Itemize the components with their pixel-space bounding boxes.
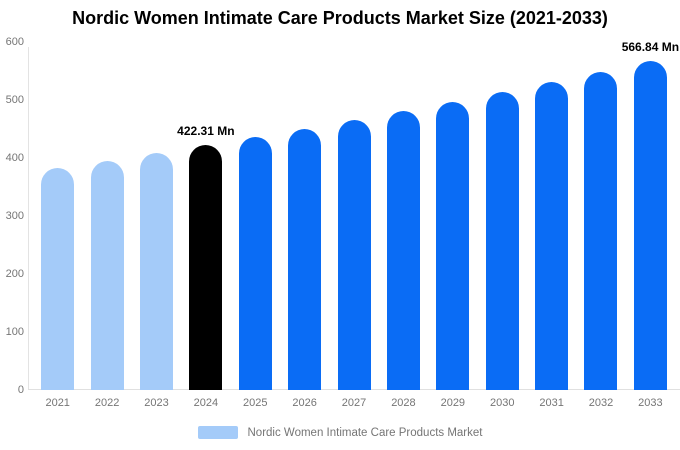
x-tick-2032: 2032 [588,397,614,409]
x-tick-2022: 2022 [94,397,120,409]
bar-slot-2032 [576,42,625,390]
bar-2029 [436,101,470,390]
bar-slot-2022 [82,42,131,390]
bar-2026 [288,128,322,390]
x-tick-2024: 2024 [193,397,219,409]
bar-slot-2024: 422.31 Mn [177,42,235,390]
bar-2027 [337,119,371,390]
y-tick-500: 500 [5,94,24,106]
legend-label: Nordic Women Intimate Care Products Mark… [247,426,483,439]
x-tick-2023: 2023 [144,397,169,409]
y-tick-0: 0 [17,384,24,396]
bar-2022 [90,160,124,390]
bar-2021 [41,168,75,390]
bar-2032 [584,71,618,390]
bar-slot-2033: 566.84 Mn [622,40,679,390]
x-tick-2021: 2021 [45,397,70,409]
bar-slot-2021 [33,42,82,390]
bar-slot-2027 [329,42,378,390]
x-tick-2027: 2027 [341,397,367,409]
y-tick-600: 600 [5,36,24,48]
plot-area: 0 100 200 300 400 500 600 422.31 Mn 566.84 Mn [0,36,680,396]
bar-slot-2030 [478,42,527,390]
bars-container: 422.31 Mn 566.84 Mn [33,40,679,390]
bar-2028 [386,110,420,390]
y-axis-line [28,47,29,390]
y-tick-200: 200 [5,268,24,280]
x-tick-2029: 2029 [440,397,466,409]
bar-slot-2026 [280,42,329,390]
bar-2025 [238,136,272,390]
x-tick-2030: 2030 [489,397,515,409]
legend-swatch [197,426,238,439]
data-label-2033: 566.84 Mn [621,40,680,55]
legend: Nordic Women Intimate Care Products Mark… [0,426,680,439]
bar-2023 [139,152,173,390]
y-tick-100: 100 [5,326,24,338]
x-tick-2028: 2028 [391,397,416,409]
bar-slot-2025 [231,42,280,390]
bar-2033 [633,61,667,390]
bar-slot-2029 [428,42,477,390]
chart-title: Nordic Women Intimate Care Products Mark… [72,8,608,28]
bar-2031 [535,82,569,390]
bar-2030 [485,92,519,390]
bar-slot-2023 [132,42,181,390]
bar-2024 [189,145,223,390]
x-tick-2031: 2031 [539,397,564,409]
bar-slot-2028 [379,42,428,390]
data-label-2024: 422.31 Mn [177,124,235,139]
bar-slot-2031 [527,42,576,390]
y-tick-300: 300 [5,210,24,222]
x-tick-2033: 2033 [638,397,663,409]
y-tick-400: 400 [5,152,24,164]
x-axis-tick-labels: 2021 2022 2023 2024 2025 2026 2027 2028 2029 2030… [33,397,675,409]
x-tick-2025: 2025 [243,397,268,409]
x-tick-2026: 2026 [292,397,317,409]
